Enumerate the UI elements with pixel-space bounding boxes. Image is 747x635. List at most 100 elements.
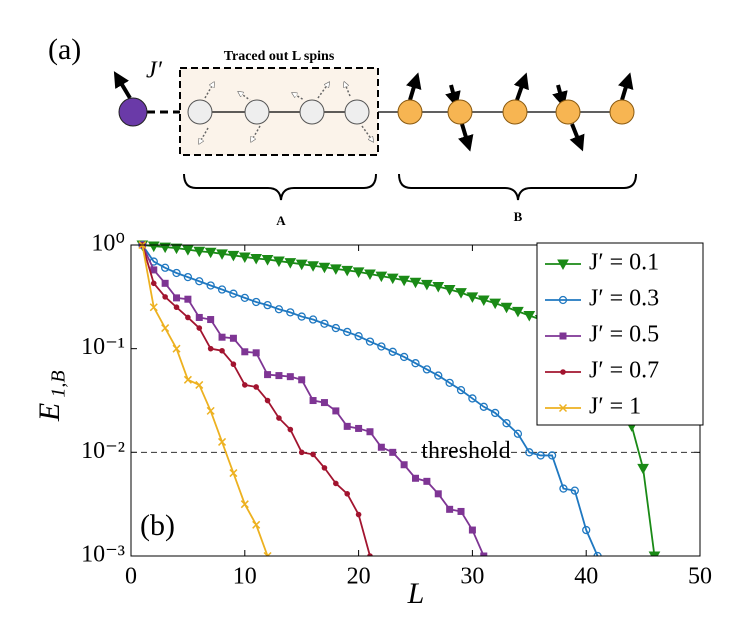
marker: [196, 325, 203, 331]
y-tick-label: 10⁻³: [81, 542, 125, 568]
marker: [477, 295, 490, 306]
marker: [298, 376, 306, 384]
marker: [161, 324, 170, 333]
marker: [230, 361, 237, 368]
x-tick-label: 20: [347, 564, 371, 590]
marker: [648, 551, 661, 556]
marker: [375, 271, 388, 283]
marker: [559, 484, 568, 493]
marker: [295, 259, 308, 271]
marker: [195, 380, 204, 389]
marker: [321, 465, 328, 471]
marker: [432, 281, 445, 293]
region-label: A: [276, 213, 286, 228]
marker: [468, 394, 477, 403]
marker: [286, 308, 295, 317]
marker: [466, 292, 479, 303]
marker: [161, 279, 169, 287]
legend-marker: [560, 369, 566, 375]
marker: [423, 477, 431, 485]
marker: [250, 253, 263, 265]
panel-label: (a): [48, 33, 81, 66]
marker: [172, 344, 181, 353]
x-tick-label: 0: [125, 564, 137, 590]
marker: [468, 526, 476, 534]
marker: [286, 373, 294, 381]
marker: [333, 480, 339, 487]
x-tick-label: 10: [233, 564, 257, 590]
marker: [229, 289, 238, 298]
marker: [217, 285, 227, 294]
marker: [252, 520, 261, 529]
marker: [480, 552, 488, 556]
marker: [365, 337, 375, 346]
marker: [409, 277, 422, 289]
marker: [219, 347, 225, 354]
region-label: B: [514, 209, 523, 224]
marker: [298, 449, 305, 456]
marker: [147, 241, 160, 253]
marker: [275, 372, 283, 380]
legend-marker: [559, 332, 567, 340]
marker: [344, 491, 351, 497]
marker: [388, 347, 397, 356]
marker: [182, 245, 194, 256]
marker: [398, 275, 410, 287]
marker: [367, 553, 373, 556]
spin-sites-b: [397, 99, 635, 125]
marker: [263, 551, 272, 556]
marker: [637, 463, 649, 475]
x-tick-label: 30: [460, 564, 484, 590]
marker: [206, 406, 215, 415]
legend-label: J′ = 0.1: [589, 250, 659, 276]
marker: [343, 422, 351, 430]
marker: [195, 313, 203, 321]
marker: [456, 385, 466, 395]
marker: [377, 443, 385, 451]
marker: [284, 258, 297, 269]
marker: [263, 300, 272, 310]
legend-label: J′ = 0.7: [589, 358, 659, 384]
marker: [162, 294, 168, 300]
marker: [150, 266, 158, 274]
marker: [489, 298, 502, 310]
marker: [512, 306, 524, 318]
marker: [308, 315, 318, 324]
series-line: [141, 244, 269, 556]
marker: [242, 382, 248, 388]
marker: [183, 272, 193, 282]
marker: [252, 349, 260, 357]
marker: [536, 451, 545, 460]
legend-marker: [557, 259, 569, 271]
marker: [366, 428, 374, 436]
y-axis-label: E 1,B: [33, 370, 70, 422]
spin-diagram: (a) J′ Traced out L spins: [48, 33, 637, 228]
series: [139, 242, 373, 556]
marker: [320, 399, 328, 407]
marker: [207, 345, 214, 352]
marker: [434, 490, 442, 498]
marker: [229, 334, 237, 342]
x-axis-label: L: [407, 577, 425, 610]
marker: [309, 397, 317, 405]
marker: [364, 269, 376, 281]
brace-b: [398, 173, 637, 201]
marker: [273, 256, 285, 268]
spin-site: [118, 97, 148, 127]
marker: [352, 267, 365, 278]
marker: [229, 469, 238, 478]
marker: [241, 348, 249, 356]
marker: [582, 525, 591, 535]
marker: [160, 263, 170, 272]
marker: [240, 500, 249, 509]
series: [138, 240, 602, 556]
marker: [218, 437, 227, 446]
marker: [274, 305, 284, 314]
marker: [547, 451, 557, 460]
panel-label: (b): [140, 509, 175, 542]
marker: [264, 397, 271, 404]
y-label-main: E: [33, 403, 66, 422]
marker: [355, 511, 362, 518]
y-label-sub: 1,B: [48, 370, 70, 397]
marker: [170, 243, 183, 255]
